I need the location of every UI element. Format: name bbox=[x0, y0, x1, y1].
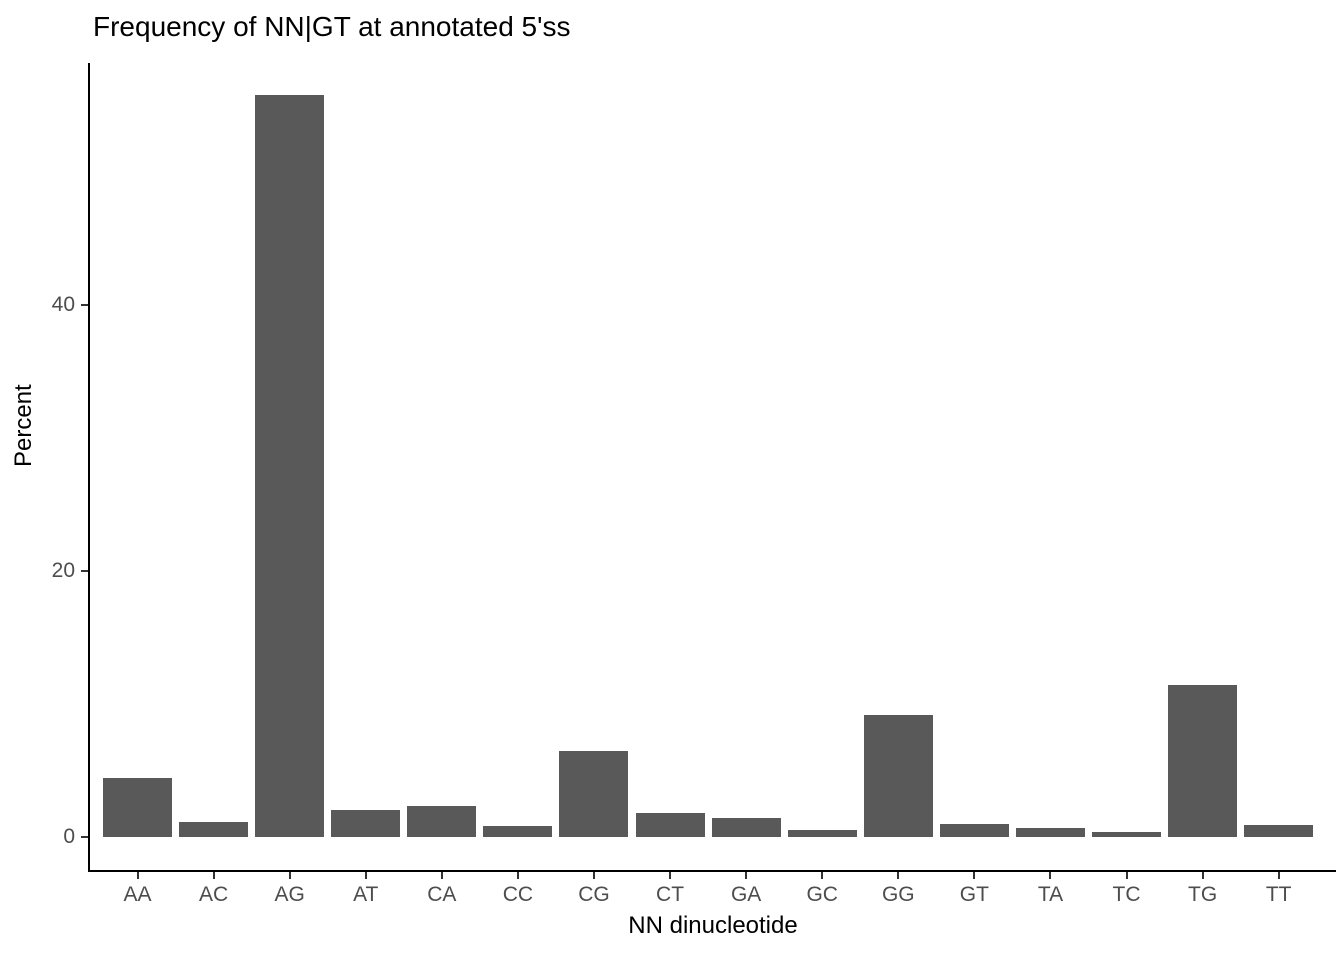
y-tick-label: 40 bbox=[51, 293, 75, 316]
x-axis-line bbox=[88, 870, 1336, 872]
bar-AA bbox=[103, 778, 172, 837]
y-tick-label: 20 bbox=[51, 559, 75, 582]
bar-TT bbox=[1244, 825, 1313, 837]
x-tick-mark-GT bbox=[973, 872, 976, 879]
y-tick-label: 0 bbox=[63, 825, 75, 848]
y-tick-mark bbox=[81, 304, 88, 306]
chart-title: Frequency of NN|GT at annotated 5'ss bbox=[93, 11, 571, 42]
x-tick-label-GC: GC bbox=[806, 883, 838, 906]
x-tick-label-GT: GT bbox=[959, 883, 989, 906]
x-tick-label-GG: GG bbox=[881, 883, 915, 906]
x-tick-mark-AT bbox=[364, 872, 367, 879]
x-tick-mark-CT bbox=[669, 872, 672, 879]
bar-CT bbox=[636, 813, 705, 837]
x-tick-label-CT: CT bbox=[656, 883, 685, 906]
x-tick-mark-CA bbox=[440, 872, 443, 879]
bar-TC bbox=[1092, 832, 1161, 837]
x-tick-label-GA: GA bbox=[730, 883, 762, 906]
x-tick-label-AT: AT bbox=[353, 883, 379, 906]
x-tick-mark-AG bbox=[288, 872, 291, 879]
x-tick-label-TA: TA bbox=[1037, 883, 1064, 906]
x-tick-mark-GA bbox=[745, 872, 748, 879]
x-tick-mark-GC bbox=[821, 872, 824, 879]
x-tick-label-CG: CG bbox=[578, 883, 610, 906]
x-tick-label-AA: AA bbox=[123, 883, 152, 906]
bar-TA bbox=[1016, 828, 1085, 837]
bar-GA bbox=[712, 818, 781, 837]
bar-TG bbox=[1168, 685, 1237, 837]
bar-AG bbox=[255, 95, 324, 837]
x-tick-mark-TG bbox=[1201, 872, 1204, 879]
bar-AT bbox=[331, 810, 400, 837]
x-tick-label-TG: TG bbox=[1188, 883, 1218, 906]
y-tick-mark bbox=[81, 836, 88, 838]
bar-GT bbox=[940, 824, 1009, 837]
x-tick-label-AG: AG bbox=[274, 883, 305, 906]
x-tick-label-CC: CC bbox=[502, 883, 534, 906]
y-axis-line bbox=[88, 63, 90, 872]
x-tick-mark-TA bbox=[1049, 872, 1052, 879]
bar-CG bbox=[559, 751, 628, 837]
x-tick-label-TT: TT bbox=[1265, 883, 1292, 906]
x-tick-mark-AA bbox=[136, 872, 139, 879]
x-tick-mark-CG bbox=[592, 872, 595, 879]
x-tick-mark-CC bbox=[516, 872, 519, 879]
x-tick-label-CA: CA bbox=[427, 883, 457, 906]
x-tick-mark-AC bbox=[212, 872, 215, 879]
bar-AC bbox=[179, 822, 248, 837]
x-tick-mark-GG bbox=[897, 872, 900, 879]
bar-GC bbox=[788, 830, 857, 837]
bar-GG bbox=[864, 715, 933, 837]
x-tick-label-TC: TC bbox=[1112, 883, 1141, 906]
bar-CA bbox=[407, 806, 476, 837]
x-tick-mark-TT bbox=[1277, 872, 1280, 879]
x-tick-label-AC: AC bbox=[198, 883, 229, 906]
y-tick-mark bbox=[81, 570, 88, 572]
y-axis-title: Percent bbox=[10, 384, 37, 467]
x-axis-title: NN dinucleotide bbox=[628, 912, 798, 939]
bar-CC bbox=[483, 826, 552, 837]
x-tick-mark-TC bbox=[1125, 872, 1128, 879]
